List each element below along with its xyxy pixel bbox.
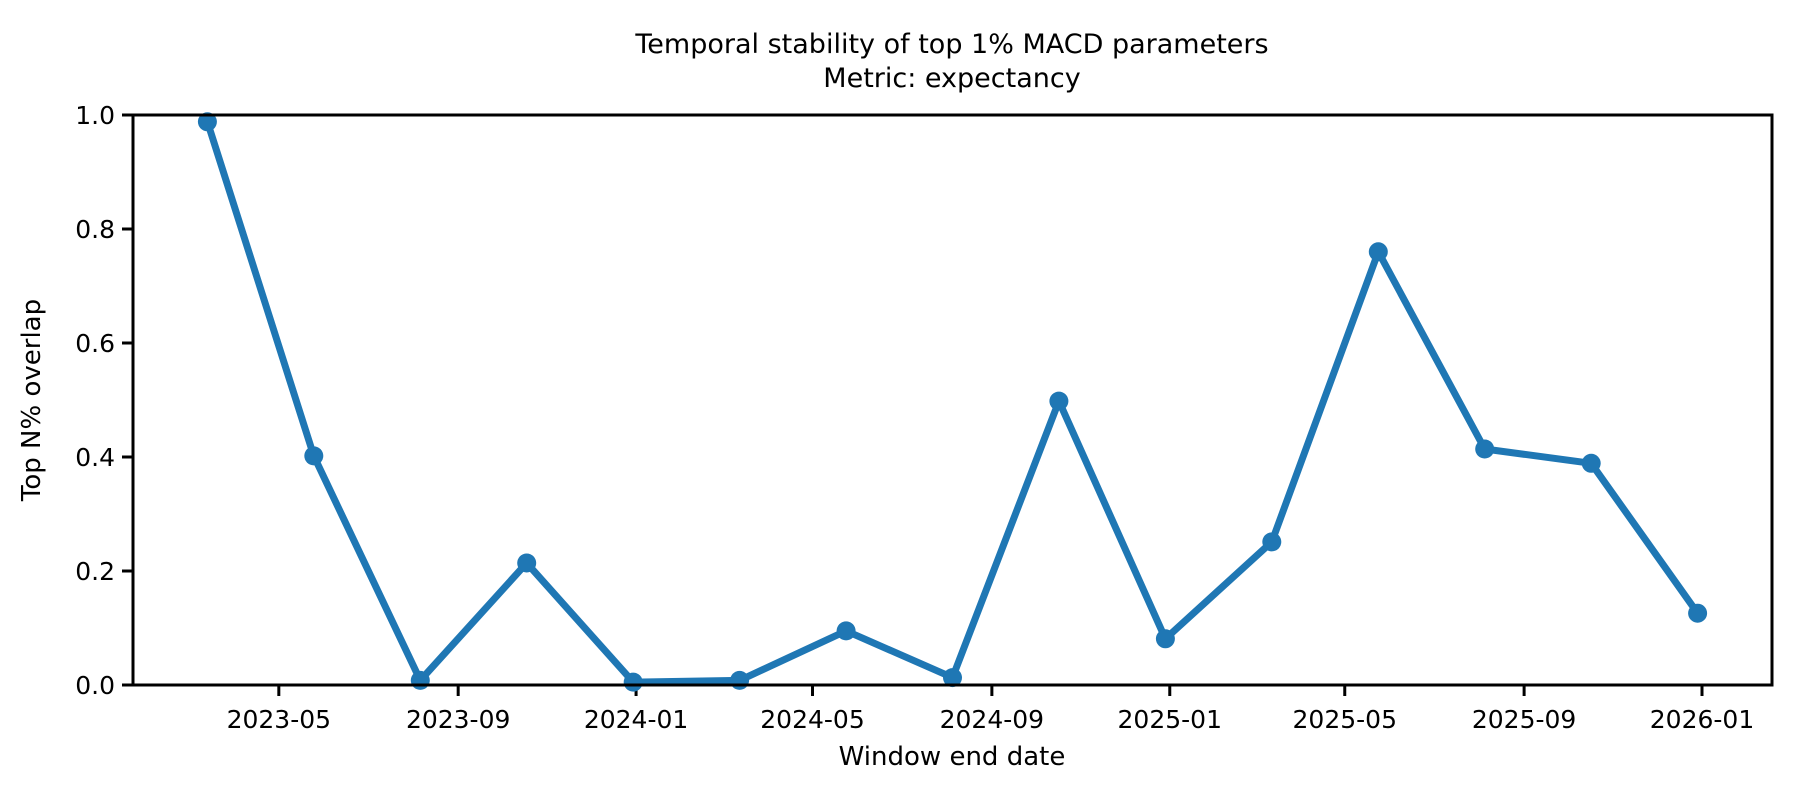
data-point-marker — [623, 672, 643, 692]
y-tick-label: 0.2 — [75, 557, 115, 586]
y-tick-label: 0.0 — [75, 671, 115, 700]
data-point-marker — [730, 670, 750, 690]
y-axis-title: Top N% overlap — [17, 299, 47, 502]
chart-title-line1: Temporal stability of top 1% MACD parame… — [634, 29, 1268, 60]
y-tick-label: 0.8 — [75, 215, 115, 244]
plot-border — [131, 113, 1774, 687]
series-line — [203, 118, 1702, 686]
data-point-marker — [1581, 453, 1601, 473]
data-point-marker — [197, 112, 217, 132]
y-tick-label: 0.6 — [75, 329, 115, 358]
x-tick-label: 2025-09 — [1472, 705, 1576, 734]
x-tick-label: 2025-05 — [1293, 705, 1397, 734]
data-point-marker — [1368, 242, 1388, 262]
data-point-marker — [836, 621, 856, 641]
x-tick-label: 2024-05 — [760, 705, 864, 734]
x-tick-label: 2024-09 — [940, 705, 1044, 734]
data-point-marker — [1049, 391, 1069, 411]
x-tick-label: 2024-01 — [584, 705, 688, 734]
data-point-marker — [410, 670, 430, 690]
data-point-marker — [943, 668, 962, 688]
data-point-marker — [1155, 629, 1175, 649]
data-point-marker — [1688, 603, 1708, 623]
y-tick-label: 0.4 — [75, 443, 115, 472]
x-tick-label: 2026-01 — [1650, 705, 1754, 734]
y-tick-label: 1.0 — [75, 101, 115, 130]
y-axis-ticks: 0.0 0.2 0.4 0.6 0.8 1.0 — [75, 101, 133, 700]
x-tick-label: 2023-05 — [227, 705, 331, 734]
x-axis-ticks: 2023-05 2023-09 2024-01 2024-05 2024-09 2025-… — [227, 685, 1754, 734]
data-point-marker — [1262, 532, 1282, 552]
line-series — [197, 112, 1708, 692]
x-tick-label: 2023-09 — [406, 705, 510, 734]
data-point-marker — [1475, 439, 1495, 459]
x-axis-title: Window end date — [839, 742, 1066, 772]
data-point-marker — [304, 446, 324, 466]
x-tick-label: 2025-01 — [1118, 705, 1222, 734]
chart-title-line2: Metric: expectancy — [823, 63, 1080, 94]
data-point-marker — [517, 553, 537, 573]
